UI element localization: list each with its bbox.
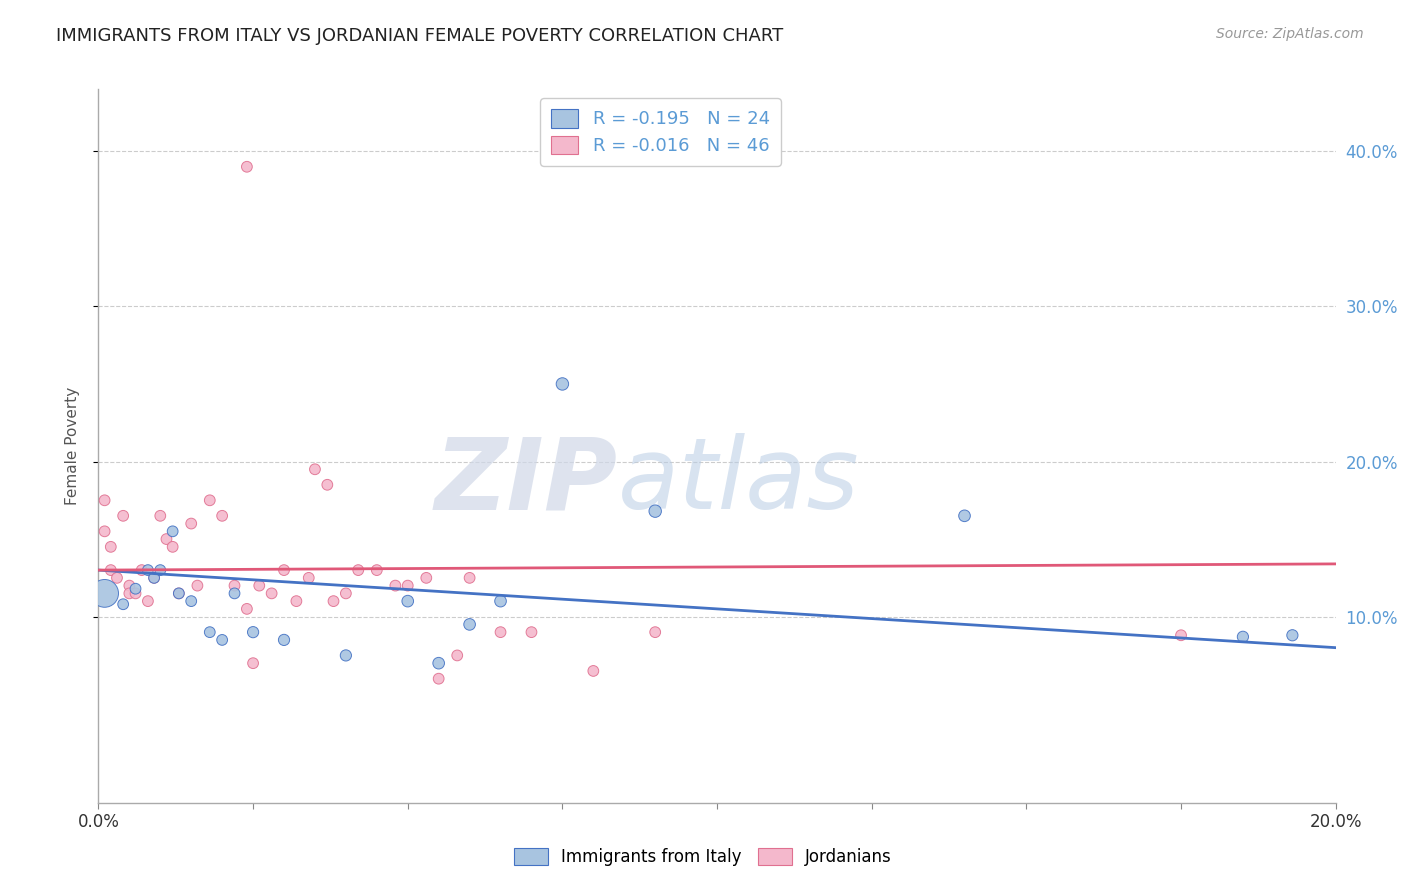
Point	[242, 656, 264, 670]
Y-axis label: Female Poverty: Female Poverty	[65, 387, 80, 505]
Point	[335, 648, 357, 663]
Point	[415, 571, 437, 585]
Point	[242, 625, 264, 640]
Point	[236, 602, 259, 616]
Point	[224, 579, 246, 593]
Point	[458, 617, 481, 632]
Point	[211, 632, 233, 647]
Point	[953, 508, 976, 523]
Point	[211, 508, 233, 523]
Point	[396, 594, 419, 608]
Point	[285, 594, 308, 608]
Point	[124, 586, 146, 600]
Point	[396, 579, 419, 593]
Legend: R = -0.195   N = 24, R = -0.016   N = 46: R = -0.195 N = 24, R = -0.016 N = 46	[540, 98, 780, 166]
Point	[198, 493, 221, 508]
Point	[149, 563, 172, 577]
Point	[136, 594, 159, 608]
Point	[273, 632, 295, 647]
Point	[236, 160, 259, 174]
Point	[124, 582, 146, 596]
Point	[167, 586, 190, 600]
Point	[384, 579, 406, 593]
Text: ZIP: ZIP	[434, 434, 619, 530]
Point	[520, 625, 543, 640]
Point	[446, 648, 468, 663]
Point	[149, 508, 172, 523]
Point	[298, 571, 321, 585]
Point	[136, 563, 159, 577]
Point	[489, 625, 512, 640]
Point	[143, 571, 166, 585]
Legend: Immigrants from Italy, Jordanians: Immigrants from Italy, Jordanians	[506, 840, 900, 875]
Point	[162, 524, 184, 539]
Point	[347, 563, 370, 577]
Point	[198, 625, 221, 640]
Point	[93, 493, 115, 508]
Point	[304, 462, 326, 476]
Point	[489, 594, 512, 608]
Text: atlas: atlas	[619, 434, 859, 530]
Point	[1170, 628, 1192, 642]
Point	[143, 571, 166, 585]
Point	[186, 579, 208, 593]
Point	[155, 532, 177, 546]
Point	[260, 586, 283, 600]
Text: IMMIGRANTS FROM ITALY VS JORDANIAN FEMALE POVERTY CORRELATION CHART: IMMIGRANTS FROM ITALY VS JORDANIAN FEMAL…	[56, 27, 783, 45]
Point	[118, 579, 141, 593]
Point	[551, 376, 574, 391]
Point	[100, 563, 122, 577]
Point	[1232, 630, 1254, 644]
Point	[366, 563, 388, 577]
Point	[644, 504, 666, 518]
Point	[180, 516, 202, 531]
Point	[162, 540, 184, 554]
Point	[180, 594, 202, 608]
Point	[93, 524, 115, 539]
Point	[1281, 628, 1303, 642]
Point	[100, 540, 122, 554]
Point	[427, 672, 450, 686]
Point	[273, 563, 295, 577]
Point	[224, 586, 246, 600]
Point	[316, 477, 339, 491]
Text: Source: ZipAtlas.com: Source: ZipAtlas.com	[1216, 27, 1364, 41]
Point	[105, 571, 128, 585]
Point	[93, 586, 115, 600]
Point	[247, 579, 270, 593]
Point	[458, 571, 481, 585]
Point	[322, 594, 344, 608]
Point	[118, 586, 141, 600]
Point	[335, 586, 357, 600]
Point	[644, 625, 666, 640]
Point	[427, 656, 450, 670]
Point	[112, 597, 135, 611]
Point	[582, 664, 605, 678]
Point	[131, 563, 153, 577]
Point	[167, 586, 190, 600]
Point	[112, 508, 135, 523]
